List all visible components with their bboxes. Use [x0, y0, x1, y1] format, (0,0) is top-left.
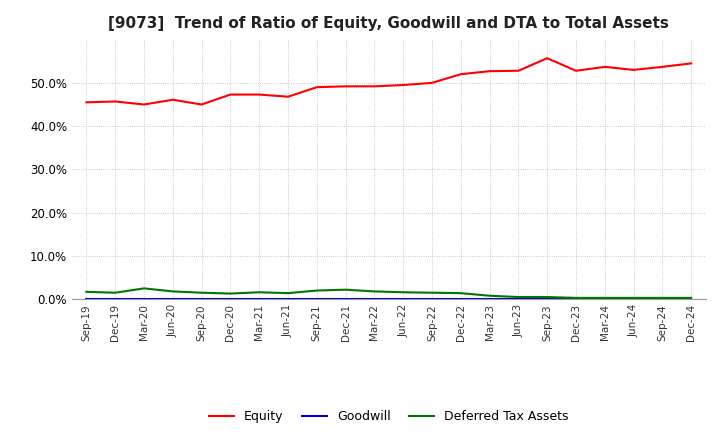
- Goodwill: [197, 297, 206, 302]
- Equity: [658, 64, 667, 70]
- Goodwill: [658, 297, 667, 302]
- Goodwill: [370, 297, 379, 302]
- Deferred Tax Assets: [82, 289, 91, 294]
- Deferred Tax Assets: [543, 294, 552, 300]
- Equity: [255, 92, 264, 97]
- Goodwill: [572, 297, 580, 302]
- Deferred Tax Assets: [485, 293, 494, 298]
- Goodwill: [226, 297, 235, 302]
- Deferred Tax Assets: [140, 286, 148, 291]
- Equity: [284, 94, 292, 99]
- Equity: [370, 84, 379, 89]
- Goodwill: [543, 297, 552, 302]
- Equity: [82, 100, 91, 105]
- Goodwill: [111, 297, 120, 302]
- Deferred Tax Assets: [399, 290, 408, 295]
- Deferred Tax Assets: [255, 290, 264, 295]
- Title: [9073]  Trend of Ratio of Equity, Goodwill and DTA to Total Assets: [9073] Trend of Ratio of Equity, Goodwil…: [109, 16, 669, 32]
- Goodwill: [341, 297, 350, 302]
- Goodwill: [140, 297, 148, 302]
- Deferred Tax Assets: [658, 295, 667, 301]
- Goodwill: [600, 297, 609, 302]
- Goodwill: [629, 297, 638, 302]
- Equity: [572, 68, 580, 73]
- Deferred Tax Assets: [687, 295, 696, 301]
- Deferred Tax Assets: [284, 290, 292, 296]
- Equity: [543, 55, 552, 61]
- Deferred Tax Assets: [514, 294, 523, 300]
- Goodwill: [456, 297, 465, 302]
- Deferred Tax Assets: [600, 295, 609, 301]
- Equity: [399, 82, 408, 88]
- Deferred Tax Assets: [111, 290, 120, 295]
- Goodwill: [284, 297, 292, 302]
- Line: Equity: Equity: [86, 58, 691, 104]
- Goodwill: [312, 297, 321, 302]
- Goodwill: [687, 297, 696, 302]
- Deferred Tax Assets: [629, 295, 638, 301]
- Equity: [514, 68, 523, 73]
- Goodwill: [485, 297, 494, 302]
- Equity: [140, 102, 148, 107]
- Deferred Tax Assets: [226, 291, 235, 296]
- Equity: [600, 64, 609, 70]
- Line: Deferred Tax Assets: Deferred Tax Assets: [86, 288, 691, 298]
- Equity: [629, 67, 638, 73]
- Goodwill: [399, 297, 408, 302]
- Equity: [341, 84, 350, 89]
- Deferred Tax Assets: [428, 290, 436, 295]
- Equity: [456, 72, 465, 77]
- Goodwill: [82, 297, 91, 302]
- Equity: [226, 92, 235, 97]
- Equity: [312, 84, 321, 90]
- Equity: [197, 102, 206, 107]
- Deferred Tax Assets: [197, 290, 206, 295]
- Equity: [168, 97, 177, 103]
- Deferred Tax Assets: [312, 288, 321, 293]
- Goodwill: [428, 297, 436, 302]
- Deferred Tax Assets: [370, 289, 379, 294]
- Deferred Tax Assets: [456, 290, 465, 296]
- Goodwill: [255, 297, 264, 302]
- Equity: [111, 99, 120, 104]
- Deferred Tax Assets: [572, 295, 580, 301]
- Equity: [687, 61, 696, 66]
- Goodwill: [514, 297, 523, 302]
- Equity: [485, 69, 494, 74]
- Legend: Equity, Goodwill, Deferred Tax Assets: Equity, Goodwill, Deferred Tax Assets: [204, 405, 574, 428]
- Goodwill: [168, 297, 177, 302]
- Deferred Tax Assets: [168, 289, 177, 294]
- Deferred Tax Assets: [341, 287, 350, 292]
- Equity: [428, 80, 436, 85]
